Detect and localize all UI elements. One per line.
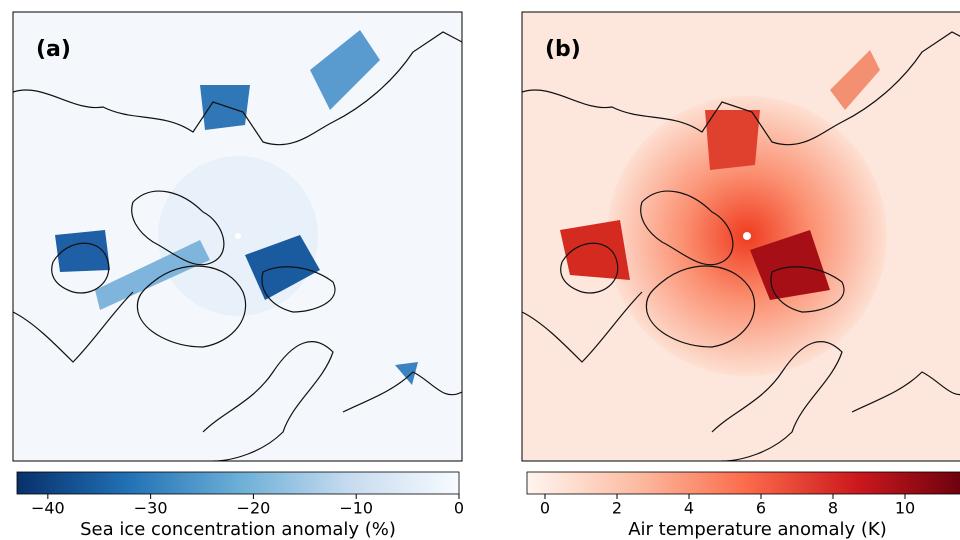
tick-label: 4 [684,499,694,518]
tick-label: 8 [828,499,838,518]
tick-label: −30 [134,499,168,518]
anomaly-patch [750,230,830,300]
colorbar-label: Air temperature anomaly (K) [628,519,887,540]
map-a [13,12,462,461]
tick-label: 6 [756,499,766,518]
anomaly-patch [560,220,630,280]
tick-label: −20 [237,499,271,518]
pole [743,232,751,240]
tick-label: −40 [31,499,65,518]
anomaly-patch [830,50,880,110]
anomaly-patch [200,85,250,130]
map-frame [521,11,960,462]
pole [235,233,241,239]
tick-label: 10 [895,499,915,518]
tick-label: 0 [540,499,550,518]
tick-label: 0 [454,499,464,518]
anomaly-patch [310,30,380,110]
panel-label: (b) [545,37,581,62]
map-frame [12,11,463,462]
panel-label: (a) [36,37,71,62]
anomaly-patch [395,362,418,385]
tick-label: 2 [612,499,622,518]
map-b [522,12,960,461]
tick-label: −10 [339,499,373,518]
anomaly-patch [55,230,110,272]
colorbar-label: Sea ice concentration anomaly (%) [80,519,396,540]
anomaly-patch [705,110,760,170]
anomaly-patch [95,240,210,310]
colorbar [526,471,960,495]
anomaly-patch [245,235,320,300]
colorbar [16,471,460,495]
